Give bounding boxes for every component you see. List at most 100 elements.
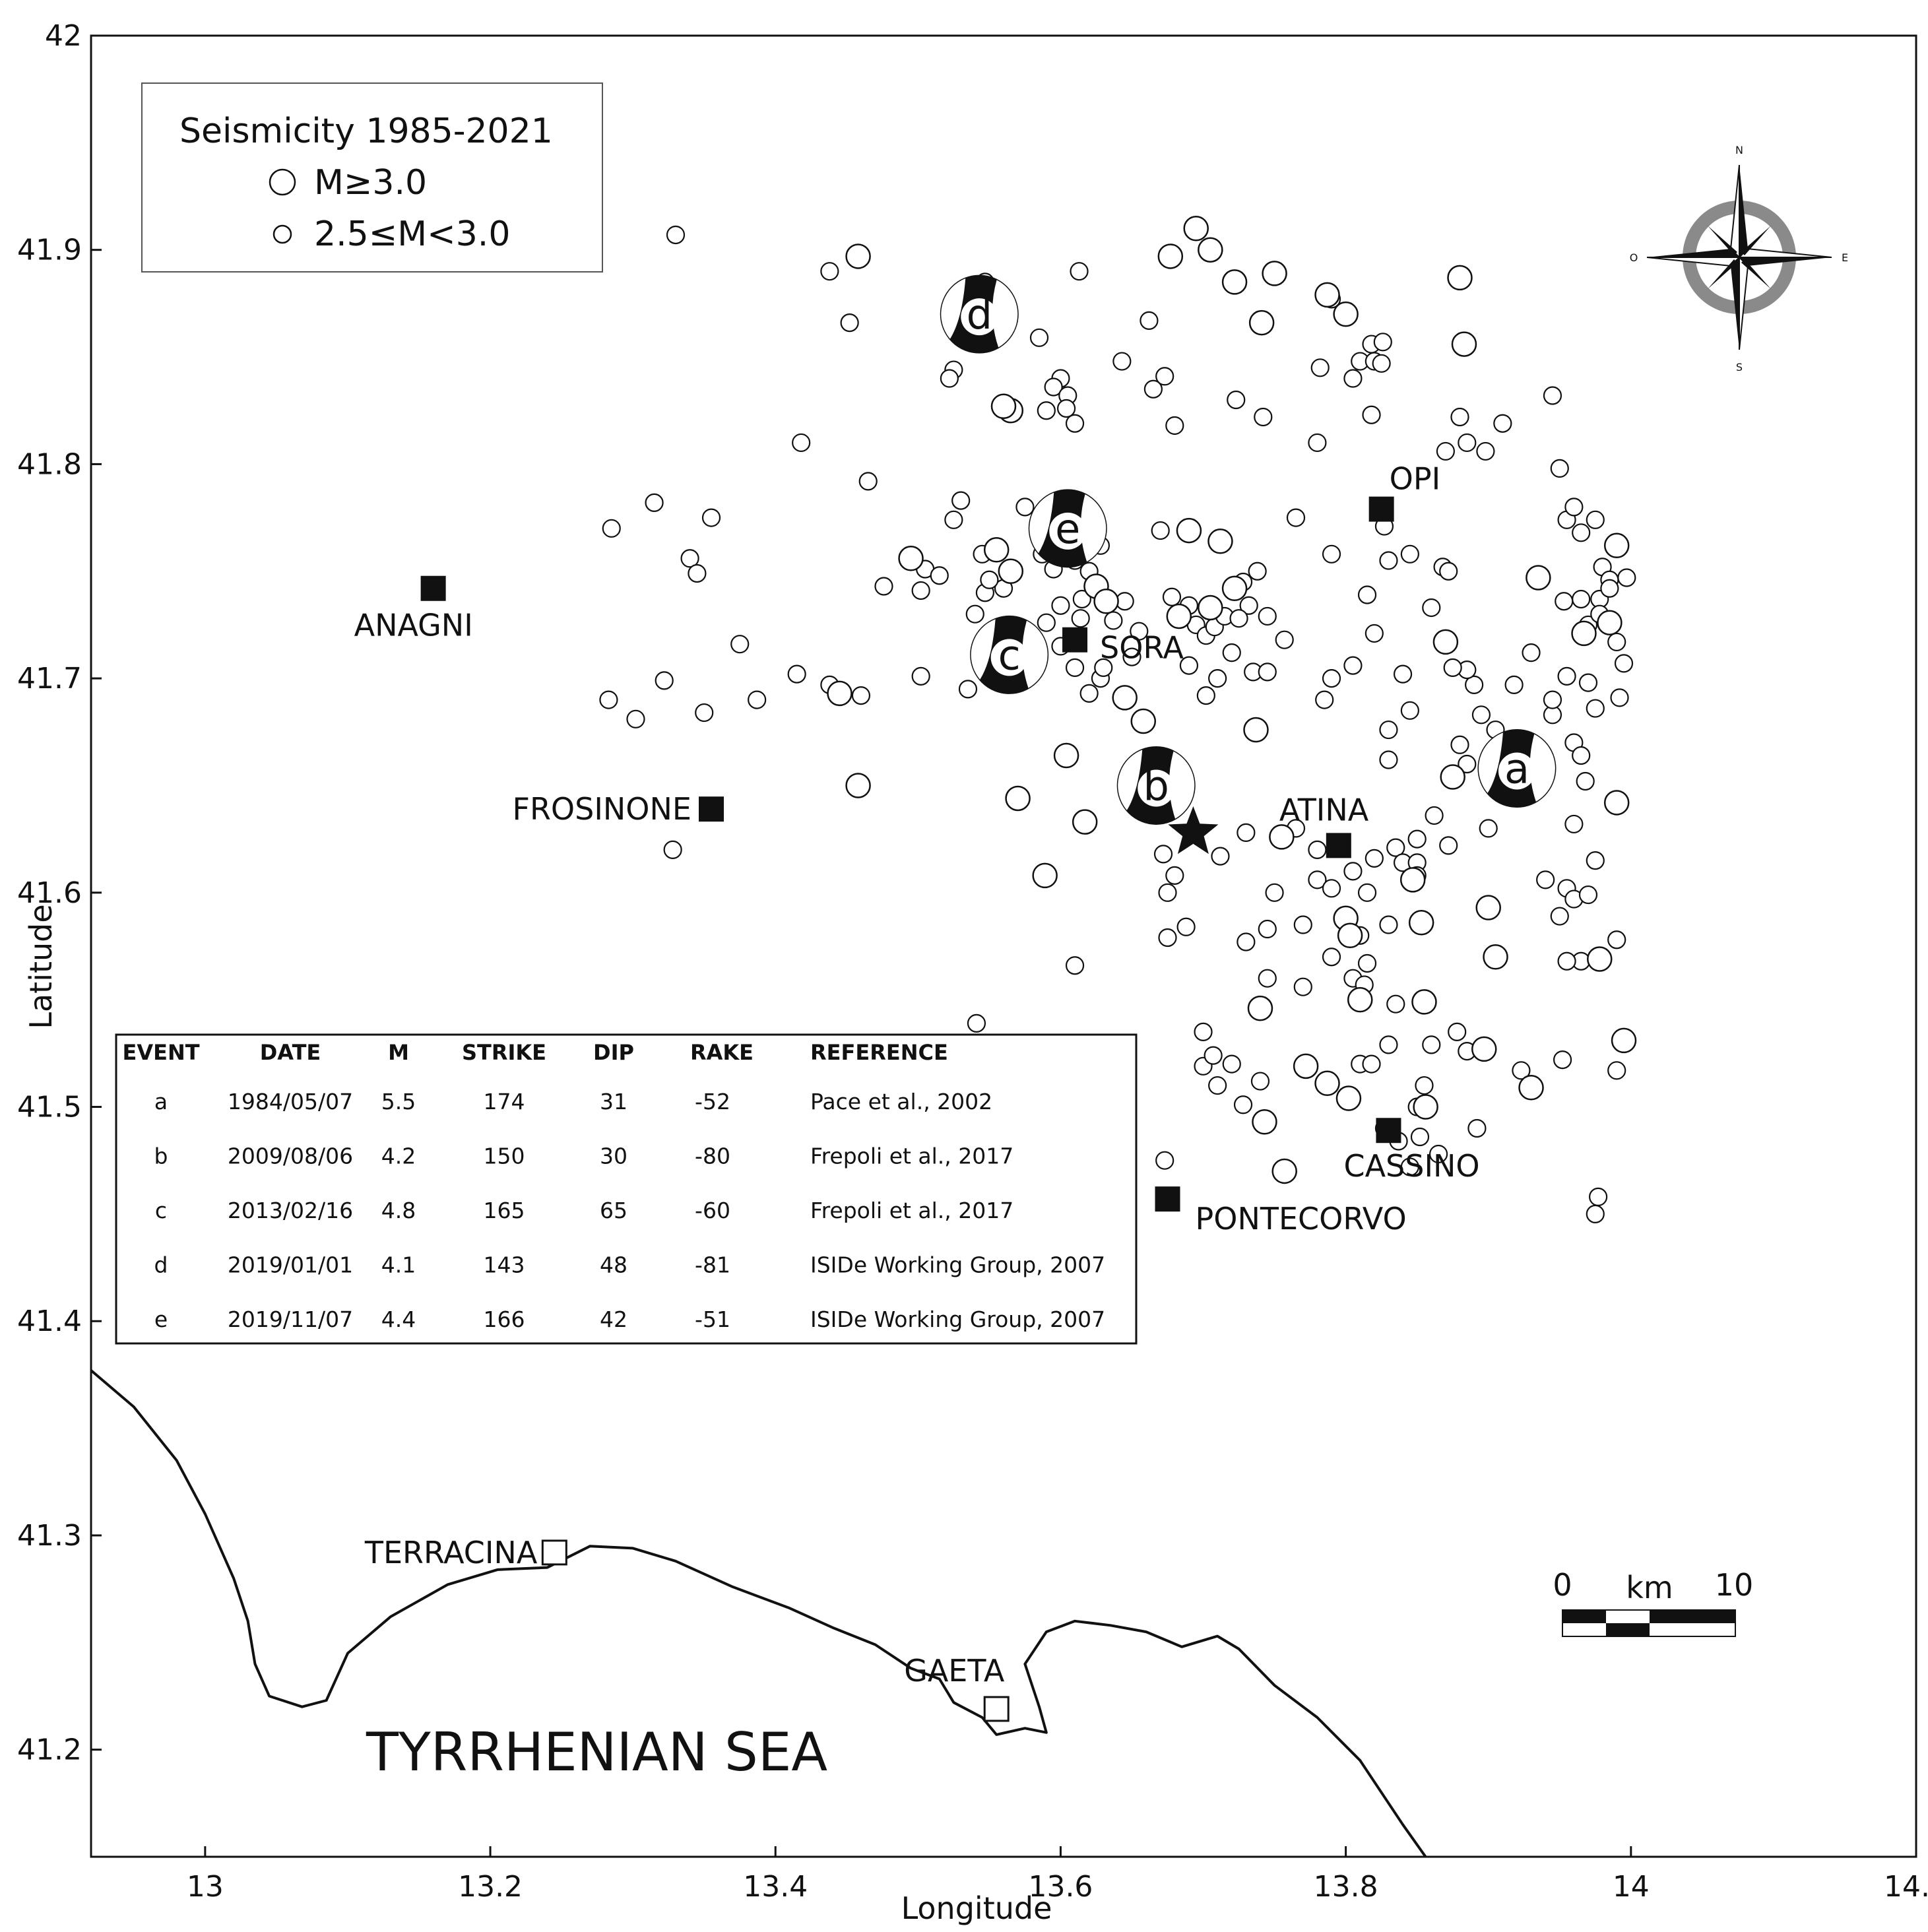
quake-large — [1005, 785, 1031, 812]
quake-small — [1357, 953, 1377, 973]
quake-small — [1362, 1054, 1381, 1074]
coastline-layer — [90, 1369, 1427, 1858]
quake-small — [1065, 414, 1085, 433]
quake-small — [1415, 1076, 1434, 1095]
quake-small — [1576, 771, 1595, 791]
quake-large — [1413, 1094, 1438, 1120]
scale-unit: km — [1626, 1570, 1673, 1605]
quake-large — [1166, 603, 1192, 629]
quake-small — [1072, 589, 1091, 609]
quake-small — [680, 549, 699, 568]
quake-large — [1314, 1070, 1340, 1097]
quake-large — [1198, 595, 1223, 621]
table-header: DATE — [260, 1040, 321, 1065]
quake-large — [1526, 565, 1551, 591]
quake-small — [1458, 754, 1477, 774]
quake-small — [1237, 823, 1256, 843]
quake-small — [1310, 358, 1330, 377]
quake-small — [1275, 630, 1294, 649]
quake-small — [911, 666, 930, 686]
quake-large — [1183, 215, 1209, 242]
quake-small — [1037, 401, 1056, 420]
table-cell: 2019/11/07 — [228, 1306, 353, 1332]
quake-large — [1262, 261, 1287, 286]
quake-small — [1379, 915, 1398, 934]
beachball-white-quadrant — [971, 619, 996, 680]
compass-e: E — [1842, 251, 1848, 264]
quake-large — [1337, 922, 1363, 949]
quake-large — [1347, 986, 1373, 1013]
x-tick-label: 13.4 — [743, 1870, 808, 1904]
focal-mechanism: b — [1116, 746, 1196, 825]
quake-small — [1343, 862, 1363, 881]
quake-small — [1458, 433, 1477, 453]
quake-small — [1153, 845, 1173, 864]
quake-small — [1151, 521, 1170, 540]
quake-small — [1586, 699, 1605, 718]
quake-small — [1258, 919, 1277, 939]
quake-small — [1037, 613, 1056, 632]
quake-small — [951, 491, 971, 510]
quake-small — [840, 313, 859, 333]
quake-small — [1578, 885, 1598, 905]
quake-small — [1564, 498, 1584, 517]
quake-small — [1386, 994, 1405, 1014]
quake-small — [1308, 433, 1327, 453]
quake-small — [663, 840, 682, 859]
beachball-label-bg — [1049, 512, 1087, 550]
focal-mechanism: c — [970, 615, 1049, 694]
quake-small — [874, 577, 893, 596]
compass-s: S — [1736, 361, 1743, 373]
quake-large — [1451, 331, 1477, 357]
quake-small — [1407, 829, 1427, 849]
quake-small — [1465, 675, 1484, 694]
plot-area: ANAGNI FROSINONE SORA OPI ATINA CASSINO PONTEC… — [90, 215, 1637, 1858]
quake-small — [1379, 720, 1398, 740]
table-cell: 4.2 — [381, 1143, 416, 1169]
quake-small — [1143, 379, 1163, 399]
table-cell: 1984/05/07 — [228, 1089, 353, 1114]
quake-large — [1314, 282, 1340, 308]
quake-small — [1179, 656, 1199, 675]
y-tick-label: 41.9 — [17, 234, 82, 267]
quake-small — [701, 508, 721, 527]
quake-small — [1553, 1050, 1572, 1070]
quake-small — [1586, 510, 1605, 529]
quake-small — [1429, 1144, 1448, 1164]
quake-small — [1436, 441, 1455, 461]
quake-small — [1140, 311, 1159, 330]
table-cell: 30 — [600, 1143, 627, 1169]
table-cell: Pace et al., 2002 — [810, 1089, 992, 1114]
quake-small — [1572, 523, 1591, 542]
quake-large — [1247, 995, 1273, 1021]
event-table: EVENT DATE M STRIKE DIP RAKE REFERENCE a 1984/05… — [115, 1033, 1138, 1345]
focal-mechanism: d — [940, 274, 1019, 354]
sea-label: TYRRHENIAN SEA — [366, 1722, 827, 1783]
beachball-white-quadrant — [1478, 732, 1503, 793]
quake-large — [1269, 824, 1295, 850]
towns-layer: ANAGNI FROSINONE SORA OPI ATINA CASSINO PONTEC… — [354, 461, 1480, 1722]
quake-large — [1293, 1053, 1319, 1079]
quake-small — [1233, 1095, 1253, 1114]
quake-small — [1362, 405, 1381, 424]
town-marker — [1376, 1118, 1401, 1143]
quake-small — [1094, 658, 1113, 677]
quake-small — [1557, 666, 1576, 686]
quake-small — [1308, 840, 1327, 859]
quake-large — [1518, 1075, 1544, 1101]
quake-small — [820, 262, 839, 281]
quake-small — [1572, 589, 1591, 609]
legend-large-symbol — [269, 168, 296, 196]
quake-large — [1432, 629, 1459, 655]
town-marker — [420, 575, 446, 601]
quake-small — [792, 433, 811, 453]
quake-small — [1308, 870, 1327, 889]
quake-small — [1211, 847, 1230, 866]
table-cell: -60 — [695, 1198, 730, 1223]
quake-small — [655, 671, 674, 690]
quake-small — [626, 709, 645, 728]
quake-small — [1448, 1022, 1467, 1041]
large-quakes-layer — [827, 215, 1637, 1184]
quake-large — [1221, 269, 1248, 295]
